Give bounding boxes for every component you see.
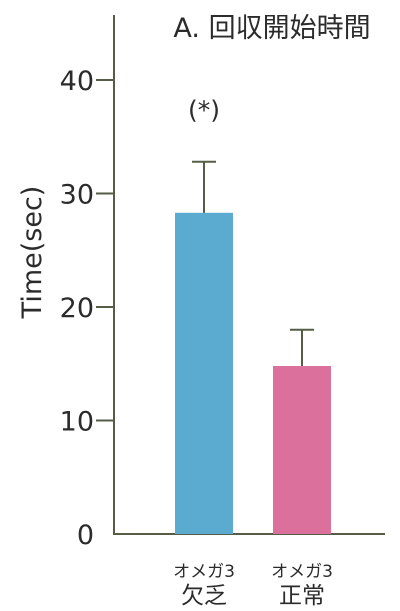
axes: 0 10 20 30 40 [60,15,385,551]
chart-title: A. 回収開始時間 [173,13,370,44]
category-label-line1: オメガ3 [173,562,235,582]
category-label-line2: 欠乏 [181,583,227,609]
category-label-line2: 正常 [279,583,325,609]
y-tick-label: 10 [60,407,94,438]
y-tick-label: 30 [60,180,94,211]
bars [175,160,331,535]
category-label-line1: オメガ3 [271,562,333,582]
y-tick-label: 40 [60,66,94,97]
bar [175,212,233,535]
y-tick-label: 0 [77,520,94,551]
significance-annotation: (*) [188,95,220,124]
y-axis-label: Time(sec) [17,186,48,320]
bar [273,366,331,534]
y-tick-label: 20 [60,293,94,324]
